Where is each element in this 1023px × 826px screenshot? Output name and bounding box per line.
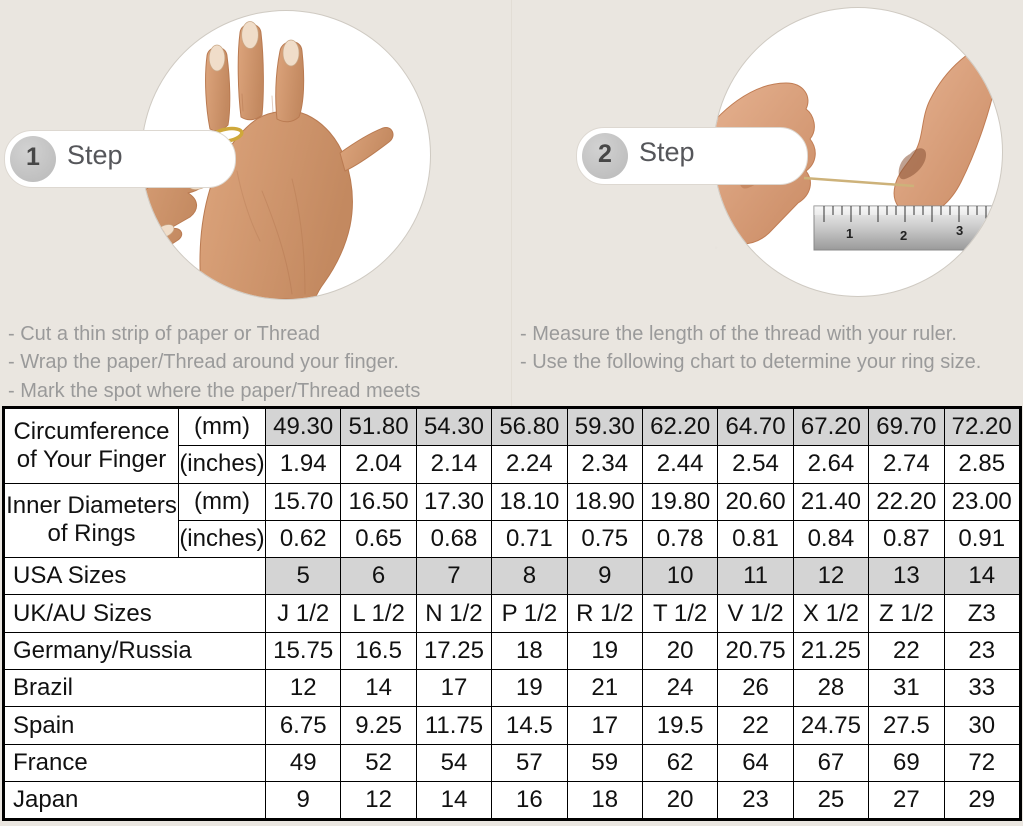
svg-text:3: 3 xyxy=(956,223,963,238)
svg-text:1: 1 xyxy=(846,226,853,241)
svg-text:2: 2 xyxy=(900,228,907,243)
